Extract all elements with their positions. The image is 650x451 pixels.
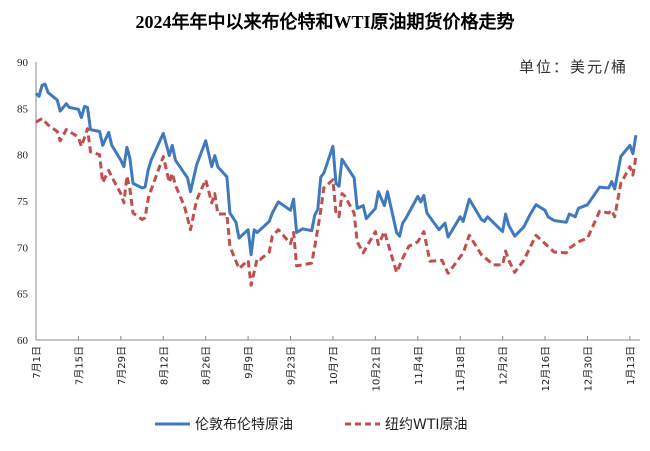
- x-tick-label: 7月29日: [116, 346, 128, 385]
- y-tick-label: 60: [17, 335, 29, 347]
- y-tick-label: 65: [17, 289, 29, 301]
- series-line-wti: [35, 117, 638, 287]
- axes: 60 65 70 75 80 85 90 7月1日 7月15日 7月29日 8月12日 8月26日 9月…: [17, 57, 640, 391]
- y-tick-label: 70: [17, 242, 29, 254]
- x-tick-label: 7月15日: [73, 346, 85, 385]
- x-tick-label: 9月23日: [286, 346, 298, 385]
- x-tick-label: 12月2日: [498, 346, 510, 385]
- x-tick-label: 8月12日: [158, 346, 170, 385]
- y-tick-label: 80: [17, 150, 29, 162]
- x-tick-label: 12月30日: [582, 346, 594, 391]
- y-tick-label: 90: [17, 57, 29, 69]
- legend-label-brent: 伦敦布伦特原油: [195, 417, 293, 433]
- x-tick-label: 8月26日: [201, 346, 213, 385]
- x-tick-label: 10月7日: [328, 346, 340, 385]
- x-tick-label: 7月1日: [31, 346, 43, 379]
- y-tick-label: 85: [17, 103, 29, 115]
- x-tick-label: 11月4日: [413, 346, 425, 385]
- chart-title: 2024年年中以来布伦特和WTI原油期货价格走势: [135, 12, 515, 32]
- unit-label: 单位：美元/桶: [518, 58, 628, 76]
- legend: 伦敦布伦特原油 纽约WTI原油: [155, 417, 468, 433]
- y-tick-label: 75: [17, 196, 29, 208]
- x-tick-label: 9月9日: [243, 346, 255, 379]
- x-tick-label: 11月18日: [455, 346, 467, 391]
- legend-label-wti: 纽约WTI原油: [385, 417, 468, 433]
- x-tick-label: 1月13日: [625, 346, 637, 385]
- series-line-brent: [34, 82, 638, 257]
- series-lines: [34, 82, 638, 287]
- x-tick-label: 10月21日: [370, 346, 382, 391]
- x-tick-label: 12月16日: [540, 346, 552, 391]
